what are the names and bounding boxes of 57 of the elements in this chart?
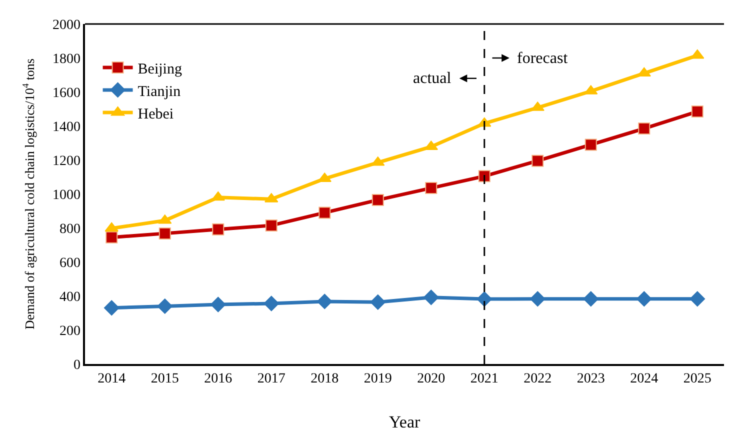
x-tick-label: 2021 [470, 372, 498, 387]
point [636, 291, 652, 307]
point [316, 294, 332, 310]
point [212, 223, 224, 236]
y-tick-label: 1600 [52, 86, 80, 101]
x-tick-label: 2022 [524, 372, 552, 387]
x-tick-label: 2014 [98, 372, 126, 387]
x-tick-label: 2018 [310, 372, 339, 387]
legend-label: Tianjin [138, 84, 182, 100]
x-tick-label: 2019 [364, 372, 392, 387]
point [104, 300, 120, 316]
point [476, 291, 492, 307]
point [423, 290, 439, 306]
point [158, 227, 171, 240]
point [157, 298, 173, 314]
y-tick-label: 200 [59, 324, 80, 339]
point [478, 170, 490, 182]
x-tick-label: 2023 [576, 372, 605, 387]
point [425, 182, 438, 194]
point [584, 138, 597, 151]
point [104, 222, 118, 232]
point [638, 122, 650, 135]
point [264, 296, 280, 312]
y-tick-label: 600 [59, 256, 80, 271]
y-tick-label: 1000 [52, 188, 80, 203]
legend-label: Beijing [138, 61, 182, 78]
point [318, 206, 331, 219]
point [691, 106, 704, 118]
x-tick-label: 2025 [683, 372, 712, 387]
x-tick-label: 2020 [417, 372, 446, 387]
legend-label: Hebei [138, 106, 174, 122]
point [583, 291, 599, 307]
point [532, 154, 544, 167]
point [265, 219, 278, 232]
point [690, 291, 706, 307]
y-tick-label: 2000 [52, 18, 80, 33]
y-tick-label: 1800 [52, 52, 80, 67]
point [530, 291, 546, 307]
y-tick-label: 400 [59, 290, 80, 305]
x-axis-title: Year [388, 412, 420, 432]
point [106, 231, 118, 244]
point [637, 67, 651, 77]
x-tick-label: 2017 [257, 372, 286, 387]
point [211, 191, 225, 201]
x-tick-label: 2015 [150, 372, 179, 387]
point [210, 296, 226, 312]
x-tick-label: 2016 [204, 372, 232, 387]
annotation: actual [413, 70, 452, 87]
y-tick-label: 1200 [52, 154, 80, 169]
x-tick-label: 2024 [630, 372, 658, 387]
y-tick-label: 800 [59, 222, 80, 237]
y-tick-label: 0 [73, 358, 80, 373]
point [370, 294, 386, 310]
y-tick-label: 1400 [52, 120, 80, 135]
point [690, 49, 704, 59]
point [372, 194, 384, 206]
annotation: forecast [517, 50, 568, 67]
